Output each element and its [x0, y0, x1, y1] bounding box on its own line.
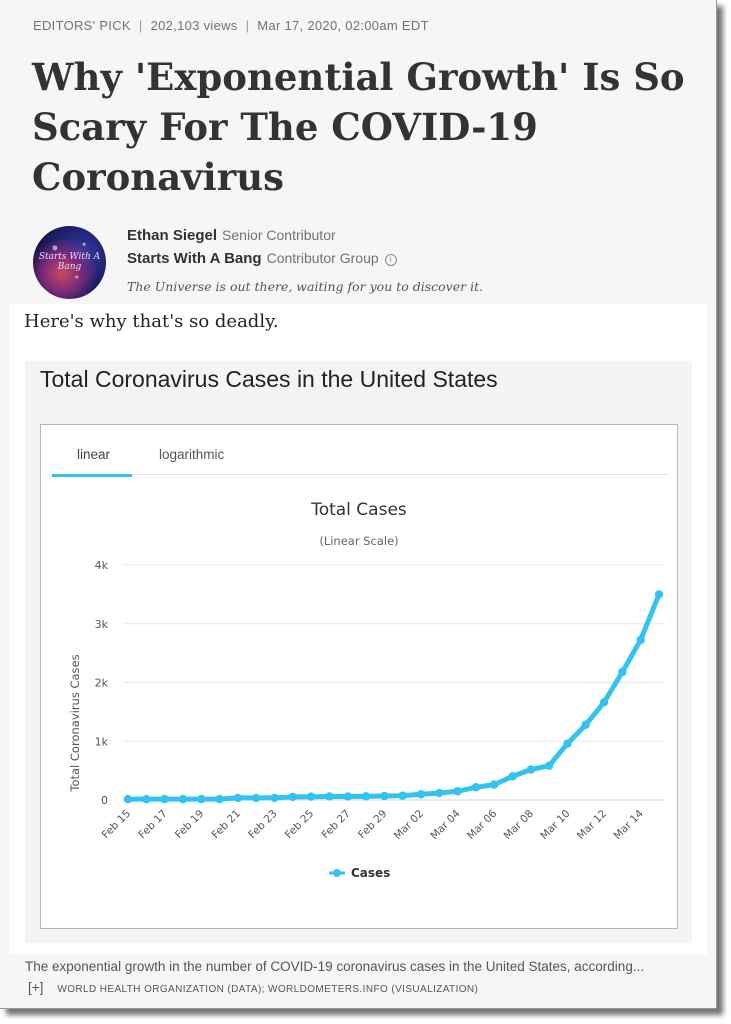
- author-group-line: Starts With A Bang Contributor Group i: [127, 250, 397, 267]
- x-tick-label: Feb 29: [356, 808, 389, 841]
- active-tab-indicator: [52, 474, 132, 477]
- author-tagline: The Universe is out there, waiting for y…: [127, 279, 484, 294]
- author-name[interactable]: Ethan Siegel: [127, 227, 218, 244]
- data-point: [251, 793, 261, 803]
- data-point: [544, 761, 554, 770]
- data-point: [526, 765, 536, 774]
- data-point: [325, 792, 334, 801]
- article-meta: EDITORS' PICK | 202,103 views | Mar 17, 2020…: [33, 18, 429, 33]
- intro-paragraph: Here's why that's so deadly.: [24, 311, 279, 332]
- data-point: [654, 590, 664, 599]
- x-tick-label: Feb 25: [283, 808, 316, 841]
- data-point: [123, 794, 133, 804]
- view-count: 202,103 views: [150, 18, 238, 33]
- x-tick-label: Mar 12: [575, 808, 609, 842]
- data-point: [380, 791, 389, 801]
- data-point: [453, 787, 462, 796]
- x-tick-label: Mar 10: [538, 808, 572, 842]
- y-tick-label: 3k: [95, 618, 109, 631]
- x-tick-label: Mar 14: [612, 807, 647, 842]
- data-point: [398, 791, 407, 800]
- data-point: [361, 792, 371, 801]
- data-point: [142, 794, 151, 804]
- meta-separator: |: [138, 18, 143, 33]
- data-point: [636, 635, 645, 645]
- y-tick-label: 0: [101, 794, 108, 807]
- data-point: [197, 794, 206, 804]
- data-point: [306, 792, 316, 801]
- author-avatar[interactable]: Starts With A Bang: [33, 226, 106, 299]
- tab-linear[interactable]: linear: [77, 447, 111, 462]
- x-tick-label: Feb 23: [246, 808, 279, 841]
- tab-logarithmic[interactable]: logarithmic: [159, 447, 225, 462]
- x-tick-label: Feb 21: [210, 808, 243, 841]
- data-point: [160, 794, 169, 804]
- x-tick-label: Feb 17: [136, 808, 169, 841]
- data-point: [563, 739, 572, 748]
- y-tick-label: 4k: [95, 559, 109, 572]
- data-point: [618, 667, 627, 677]
- series-cases: [123, 590, 664, 804]
- legend-label-cases: Cases: [351, 866, 390, 880]
- x-tick-label: Mar 06: [465, 807, 500, 842]
- x-tick-label: Feb 19: [173, 808, 206, 841]
- data-point: [343, 792, 352, 801]
- author-group-role: Contributor Group: [266, 250, 379, 266]
- chart-container: linear logarithmic Total Cases (Linear S…: [40, 424, 678, 929]
- line-chart: Total Cases (Linear Scale) Total Coronav…: [68, 500, 664, 880]
- meta-separator: |: [245, 18, 250, 33]
- caption-text: The exponential growth in the number of …: [25, 959, 645, 974]
- x-tick-labels: Feb 15 Feb 17 Feb 19 Feb 21 Feb 23 Feb 25 Feb …: [100, 807, 646, 842]
- y-tick-label: 2k: [95, 677, 109, 690]
- data-point: [599, 698, 609, 707]
- data-point: [435, 788, 444, 798]
- caption-credit: WORLD HEALTH ORGANIZATION (DATA); WORLDO…: [57, 984, 479, 995]
- chart-card-title: Total Coronavirus Cases in the United St…: [40, 366, 498, 392]
- info-icon[interactable]: i: [384, 254, 397, 266]
- data-point: [270, 793, 279, 803]
- x-tick-label: Mar 08: [502, 808, 536, 842]
- data-point: [490, 780, 499, 789]
- x-tick-label: Mar 04: [428, 807, 463, 842]
- legend-marker-dot: [333, 869, 341, 877]
- data-point: [178, 794, 188, 804]
- data-point: [233, 793, 243, 803]
- author-role: Senior Contributor: [222, 227, 336, 243]
- data-point: [471, 783, 481, 792]
- x-tick-label: Mar 02: [392, 808, 426, 842]
- chart-title: Total Cases: [310, 500, 407, 520]
- chart-subtitle: (Linear Scale): [319, 534, 398, 548]
- x-tick-label: Feb 15: [100, 808, 133, 841]
- data-point: [215, 794, 224, 804]
- y-tick-label: 1k: [95, 735, 109, 748]
- series-line: [125, 591, 662, 802]
- publish-date: Mar 17, 2020, 02:00am EDT: [257, 18, 429, 33]
- legend[interactable]: Cases: [329, 866, 390, 880]
- tab-divider: [52, 474, 668, 475]
- data-point: [508, 772, 517, 781]
- figure-caption: The exponential growth in the number of …: [25, 956, 695, 1000]
- caption-expand-button[interactable]: [+]: [28, 980, 44, 995]
- article-headline: Why 'Exponential Growth' Is So Scary For…: [32, 55, 685, 199]
- editors-pick-label[interactable]: EDITORS' PICK: [33, 18, 131, 33]
- author-byline: Ethan Siegel Senior Contributor: [127, 227, 336, 244]
- avatar-text: Starts With A Bang: [38, 252, 101, 272]
- author-group[interactable]: Starts With A Bang: [127, 250, 262, 267]
- data-point: [581, 720, 590, 729]
- grid-lines: [123, 564, 664, 801]
- x-tick-label: Feb 27: [319, 808, 352, 841]
- y-tick-labels: 0 1k 2k 3k 4k: [95, 559, 109, 807]
- y-axis-label: Total Coronavirus Cases: [68, 654, 82, 792]
- data-point: [416, 790, 426, 799]
- data-point: [288, 792, 297, 802]
